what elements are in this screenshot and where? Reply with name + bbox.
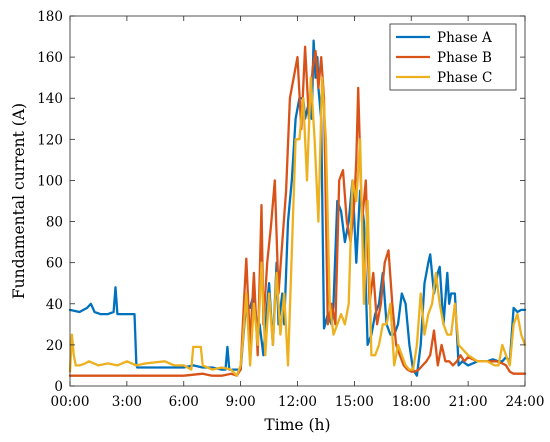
y-tick-label: 20 [46,338,63,354]
y-tick-label: 120 [37,132,63,148]
y-tick-label: 160 [37,50,63,66]
legend-label: Phase B [437,50,492,66]
x-tick-label: 15:00 [335,394,374,410]
y-tick-label: 140 [37,91,63,107]
x-axis: 00:00 3:00 6:00 9:00 12:00 15:00 18:00 21:00 24:… [51,16,545,410]
series-line-phase-c [68,76,527,377]
y-axis: 0 20 40 60 80 100 120 140 160 180 [37,9,525,395]
legend-label: Phase A [437,30,492,46]
series-line-phase-b [68,45,527,377]
x-tick-label: 9:00 [225,394,255,410]
y-tick-label: 0 [54,379,63,395]
y-tick-label: 80 [46,215,63,231]
x-tick-label: 21:00 [449,394,488,410]
y-axis-title: Fundamental current (A) [10,103,28,299]
series-layer [68,39,527,377]
legend: Phase A Phase B Phase C [389,23,517,91]
y-tick-label: 180 [37,9,63,25]
x-tick-label: 3:00 [112,394,142,410]
x-tick-label: 18:00 [392,394,431,410]
x-axis-title: Time (h) [264,416,330,434]
legend-label: Phase C [437,70,492,86]
x-tick-label: 12:00 [278,394,317,410]
x-tick-label: 00:00 [51,394,90,410]
x-tick-label: 24:00 [506,394,545,410]
y-tick-label: 60 [46,256,63,272]
x-tick-label: 6:00 [169,394,199,410]
y-tick-label: 40 [46,297,63,313]
y-tick-label: 100 [37,173,63,189]
